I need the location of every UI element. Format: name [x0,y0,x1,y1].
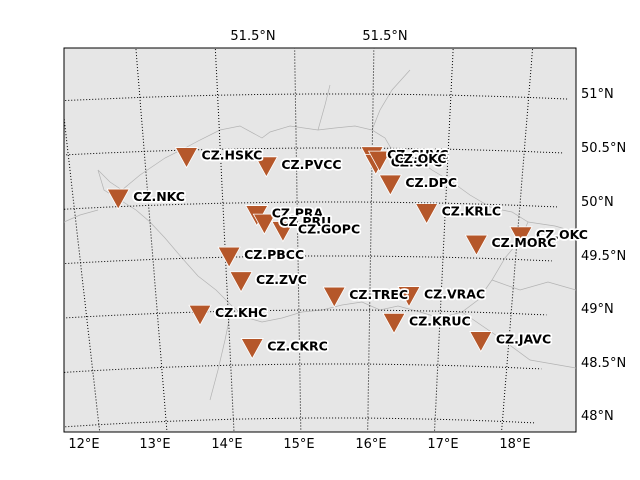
latitude-gridline [16,40,573,49]
latitude-labels: 48°N 48.5°N 49°N 49.5°N 50°N 50.5°N 51°N [581,87,626,424]
longitude-label: 18°E [499,437,530,452]
latitude-label: 48.5°N [581,356,626,371]
station-marker[interactable] [414,203,439,225]
station-label: CZ.PVCC [281,157,341,172]
station-label: CZ.KHC [215,305,267,320]
top-latitude-label: 51.5°N [362,29,407,44]
station-label: CZ.CKRC [267,339,328,354]
latitude-gridline [64,93,568,102]
station-label: CZ.ZVC [256,272,307,287]
longitude-gridline [135,48,168,432]
station-label: CZ.OKC [395,151,447,166]
station-marker[interactable] [229,271,253,293]
station-marker[interactable] [464,234,489,256]
station-marker[interactable] [397,286,421,308]
station-label: CZ.HSKC [202,148,263,163]
station-label: CZ.PRU [279,214,331,229]
stations-layer: CZ.HSKCCZ.PVCCCZ.CHVCCZ.UPCCZ.OKCCZ.DPCC… [106,145,590,360]
station-label: CZ.VRAC [424,287,485,302]
station-marker[interactable] [271,221,295,243]
longitude-label: 12°E [68,437,99,452]
top-latitude-label: 51.5°N [230,29,275,44]
station-label: CZ.KRLC [442,204,501,219]
station-marker[interactable] [252,213,277,235]
station-label: CZ.MORC [491,235,556,250]
latitude-label: 50.5°N [581,141,626,156]
longitude-label: 15°E [283,437,314,452]
longitude-gridline [64,113,101,432]
longitude-label: 17°E [427,437,458,452]
top-latitude-labels: 51.5°N 51.5°N [230,29,407,44]
station-marker[interactable] [382,312,406,335]
station-label: CZ.DPC [405,175,457,190]
station-marker[interactable] [217,246,241,268]
station-marker[interactable] [469,331,493,353]
station-label: CZ.PRA [272,206,324,221]
latitude-gridline [64,363,542,373]
station-label: CZ.GOPC [298,221,360,236]
station-label: CZ.KRUC [409,313,471,328]
station-label: CZ.NKC [133,189,185,204]
longitude-gridline [434,48,454,432]
station-marker[interactable] [174,147,199,169]
station-marker[interactable] [378,174,403,196]
latitude-label: 49°N [581,302,614,317]
station-label: CZ.PBCC [244,247,304,262]
longitude-gridline [214,48,235,432]
longitude-gridline [367,48,375,432]
station-label: CZ.UPC [391,154,442,169]
longitude-label: 16°E [355,437,386,452]
station-marker[interactable] [367,150,392,172]
station-marker[interactable] [106,188,130,210]
station-marker[interactable] [240,338,264,360]
station-label: CZ.OKC [536,227,588,242]
map-frame [63,47,577,433]
station-label: CZ.TREC [349,287,408,302]
longitude-label: 13°E [139,437,170,452]
station-marker[interactable] [322,286,346,308]
latitude-gridline [65,417,537,428]
latitude-label: 49.5°N [581,249,626,264]
longitude-label: 14°E [211,437,242,452]
latitude-label: 48°N [581,409,614,424]
station-marker[interactable] [254,156,279,178]
latitude-label: 51°N [581,87,614,102]
latitude-gridline [64,255,552,265]
graticule [16,40,573,432]
station-marker[interactable] [188,304,212,327]
latitude-label: 50°N [581,195,614,210]
longitude-labels: 12°E 13°E 14°E 15°E 16°E 17°E 18°E [68,437,530,452]
longitude-gridline [294,48,302,432]
station-label: CZ.JAVC [496,332,551,347]
station-label: CZ.CHVC [387,147,448,162]
station-marker[interactable] [509,226,533,248]
